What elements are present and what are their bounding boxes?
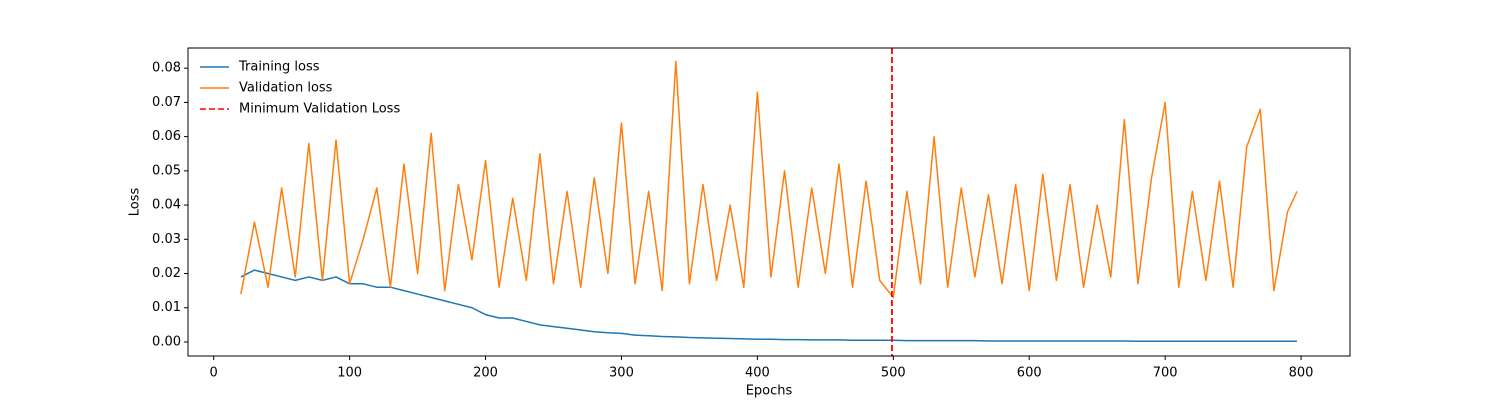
x-axis-label: Epochs	[746, 384, 793, 399]
y-tick-label: 0.00	[152, 334, 181, 349]
y-tick-label: 0.02	[152, 266, 181, 281]
y-tick-label: 0.05	[152, 163, 181, 178]
x-tick-label: 400	[745, 366, 770, 381]
legend-label: Minimum Validation Loss	[239, 102, 400, 117]
y-tick-label: 0.03	[152, 232, 181, 247]
x-tick-label: 0	[210, 366, 218, 381]
x-tick-label: 500	[881, 366, 906, 381]
y-tick-label: 0.06	[152, 129, 181, 144]
x-tick-label: 300	[609, 366, 634, 381]
series-line	[240, 60, 1298, 299]
y-tick-label: 0.01	[152, 300, 181, 315]
legend-label: Validation loss	[239, 81, 333, 96]
x-tick-label: 700	[1153, 366, 1178, 381]
x-tick-label: 800	[1289, 366, 1314, 381]
x-tick-label: 600	[1017, 366, 1042, 381]
y-tick-label: 0.07	[152, 95, 181, 110]
y-tick-label: 0.04	[152, 198, 181, 213]
series-line	[240, 269, 1297, 343]
legend-label: Training loss	[238, 60, 320, 75]
x-tick-label: 200	[473, 366, 498, 381]
x-tick-label: 100	[337, 366, 362, 381]
plot-frame	[187, 47, 1351, 357]
y-axis-label: Loss	[128, 188, 143, 217]
y-tick-label: 0.08	[152, 61, 181, 76]
